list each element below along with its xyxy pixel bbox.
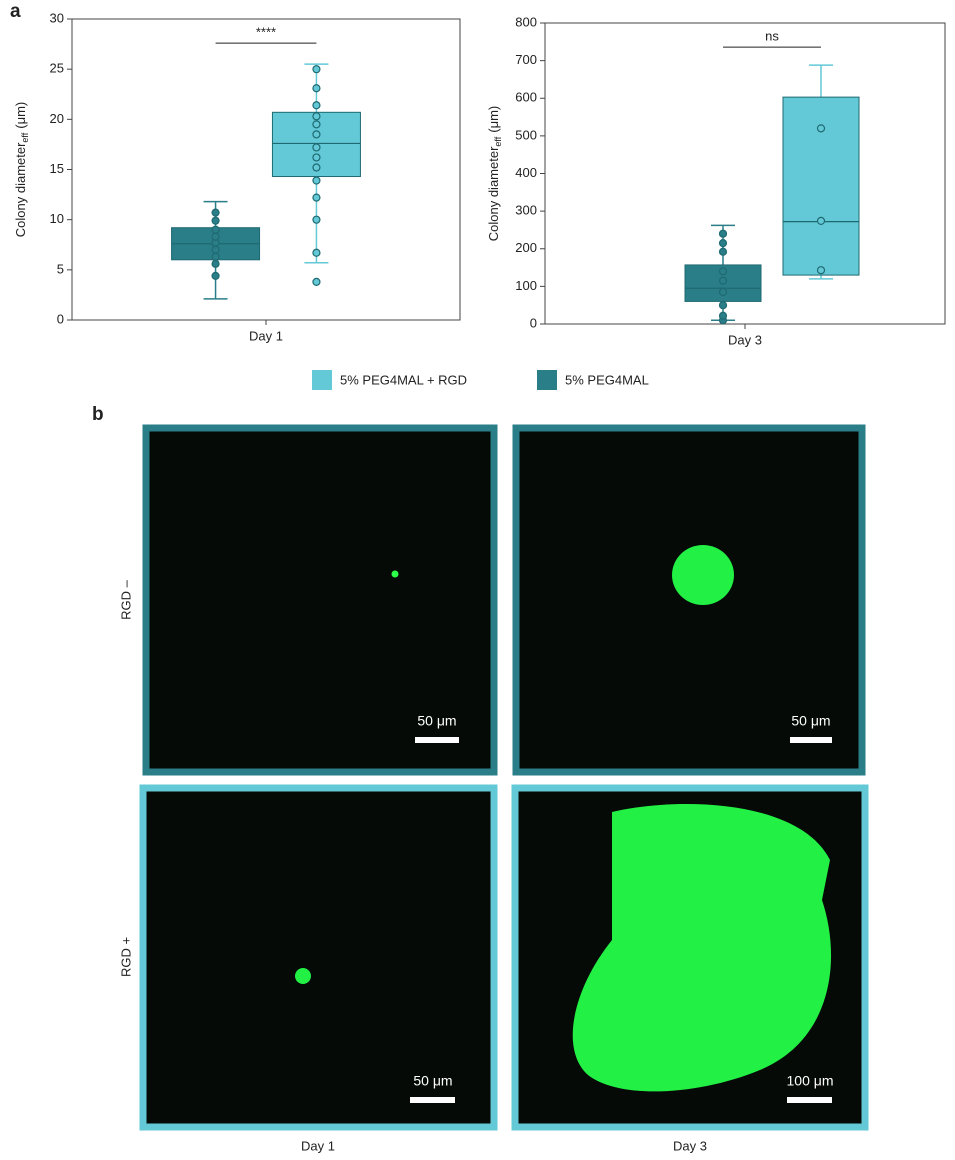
column-label: Day 1 — [301, 1138, 335, 1153]
data-point — [312, 215, 321, 224]
y-tick-label: 600 — [515, 90, 537, 105]
data-point — [211, 252, 220, 261]
data-point — [718, 267, 728, 276]
plot-frame — [71, 18, 461, 321]
data-point — [312, 65, 321, 74]
y-tick-label: 0 — [530, 315, 537, 330]
y-tick-label: 30 — [50, 10, 64, 25]
data-point — [211, 271, 220, 280]
y-axis-label-text: Colony diameter — [486, 146, 501, 241]
scale-bar — [410, 1097, 455, 1103]
data-point — [312, 112, 321, 121]
data-point — [312, 248, 321, 257]
y-tick-label: 400 — [515, 165, 537, 180]
data-point — [718, 276, 728, 285]
data-point — [816, 216, 826, 226]
x-axis-label: Day 1 — [249, 328, 283, 343]
legend-label: 5% PEG4MAL — [565, 372, 649, 387]
y-tick-label: 20 — [50, 111, 64, 126]
micrograph — [142, 424, 498, 776]
data-point — [312, 143, 321, 152]
data-point — [718, 287, 728, 297]
data-point — [816, 124, 826, 133]
y-axis-label-sub: eff — [493, 136, 503, 146]
colony — [672, 545, 734, 605]
y-tick-label: 500 — [515, 127, 537, 142]
y-axis-label: Colony diametereff (μm) — [13, 102, 30, 237]
data-point — [312, 277, 321, 286]
data-point — [718, 311, 728, 320]
data-point — [718, 247, 728, 256]
significance-label: **** — [256, 25, 276, 40]
y-axis-label: Colony diametereff (μm) — [486, 106, 503, 241]
scale-bar — [787, 1097, 832, 1103]
y-tick-label: 10 — [50, 211, 64, 226]
legend-swatch — [312, 370, 332, 390]
scale-bar — [790, 737, 832, 743]
colony — [391, 570, 399, 578]
data-point — [718, 239, 728, 248]
data-point — [211, 259, 220, 268]
data-point — [211, 225, 220, 234]
data-point — [718, 229, 728, 238]
data-point — [312, 193, 321, 202]
y-axis-label-unit: (μm) — [486, 106, 501, 133]
data-point — [312, 176, 321, 185]
scale-bar-label: 50 μm — [791, 713, 830, 729]
colony — [572, 803, 832, 1092]
y-tick-label: 200 — [515, 240, 537, 255]
row-label: RGD – — [118, 579, 133, 620]
y-tick-label: 15 — [50, 161, 64, 176]
data-point — [211, 208, 220, 217]
data-point — [211, 232, 220, 241]
scale-bar-label: 50 μm — [413, 1073, 452, 1089]
data-point — [312, 153, 321, 162]
y-tick-label: 800 — [515, 14, 537, 29]
column-label: Day 3 — [673, 1138, 707, 1153]
data-point — [312, 163, 321, 172]
x-axis-label: Day 3 — [728, 332, 762, 347]
data-point — [312, 101, 321, 110]
y-axis-label-unit: (μm) — [13, 102, 28, 129]
data-point — [312, 130, 321, 139]
y-tick-label: 700 — [515, 52, 537, 67]
data-point — [211, 216, 220, 225]
scale-bar — [415, 737, 459, 743]
data-point — [816, 266, 826, 275]
micrograph — [139, 784, 498, 1131]
legend-swatch — [537, 370, 557, 390]
data-point — [211, 245, 220, 254]
legend-label: 5% PEG4MAL + RGD — [340, 372, 467, 387]
data-point — [312, 84, 321, 93]
colony — [295, 968, 311, 984]
box — [782, 96, 860, 276]
row-label: RGD + — [118, 937, 133, 977]
y-tick-label: 5 — [57, 261, 64, 276]
y-tick-label: 25 — [50, 61, 64, 76]
significance-label: ns — [765, 29, 779, 44]
panel-label: b — [92, 404, 104, 425]
scale-bar-label: 100 μm — [787, 1073, 834, 1089]
scale-bar-label: 50 μm — [417, 713, 456, 729]
panel-label: a — [10, 1, 21, 22]
data-point — [312, 120, 321, 129]
y-tick-label: 300 — [515, 203, 537, 218]
y-tick-label: 100 — [515, 278, 537, 293]
y-axis-label-text: Colony diameter — [13, 142, 28, 237]
data-point — [718, 301, 728, 310]
y-axis-label-sub: eff — [20, 132, 30, 142]
y-tick-label: 0 — [57, 311, 64, 326]
